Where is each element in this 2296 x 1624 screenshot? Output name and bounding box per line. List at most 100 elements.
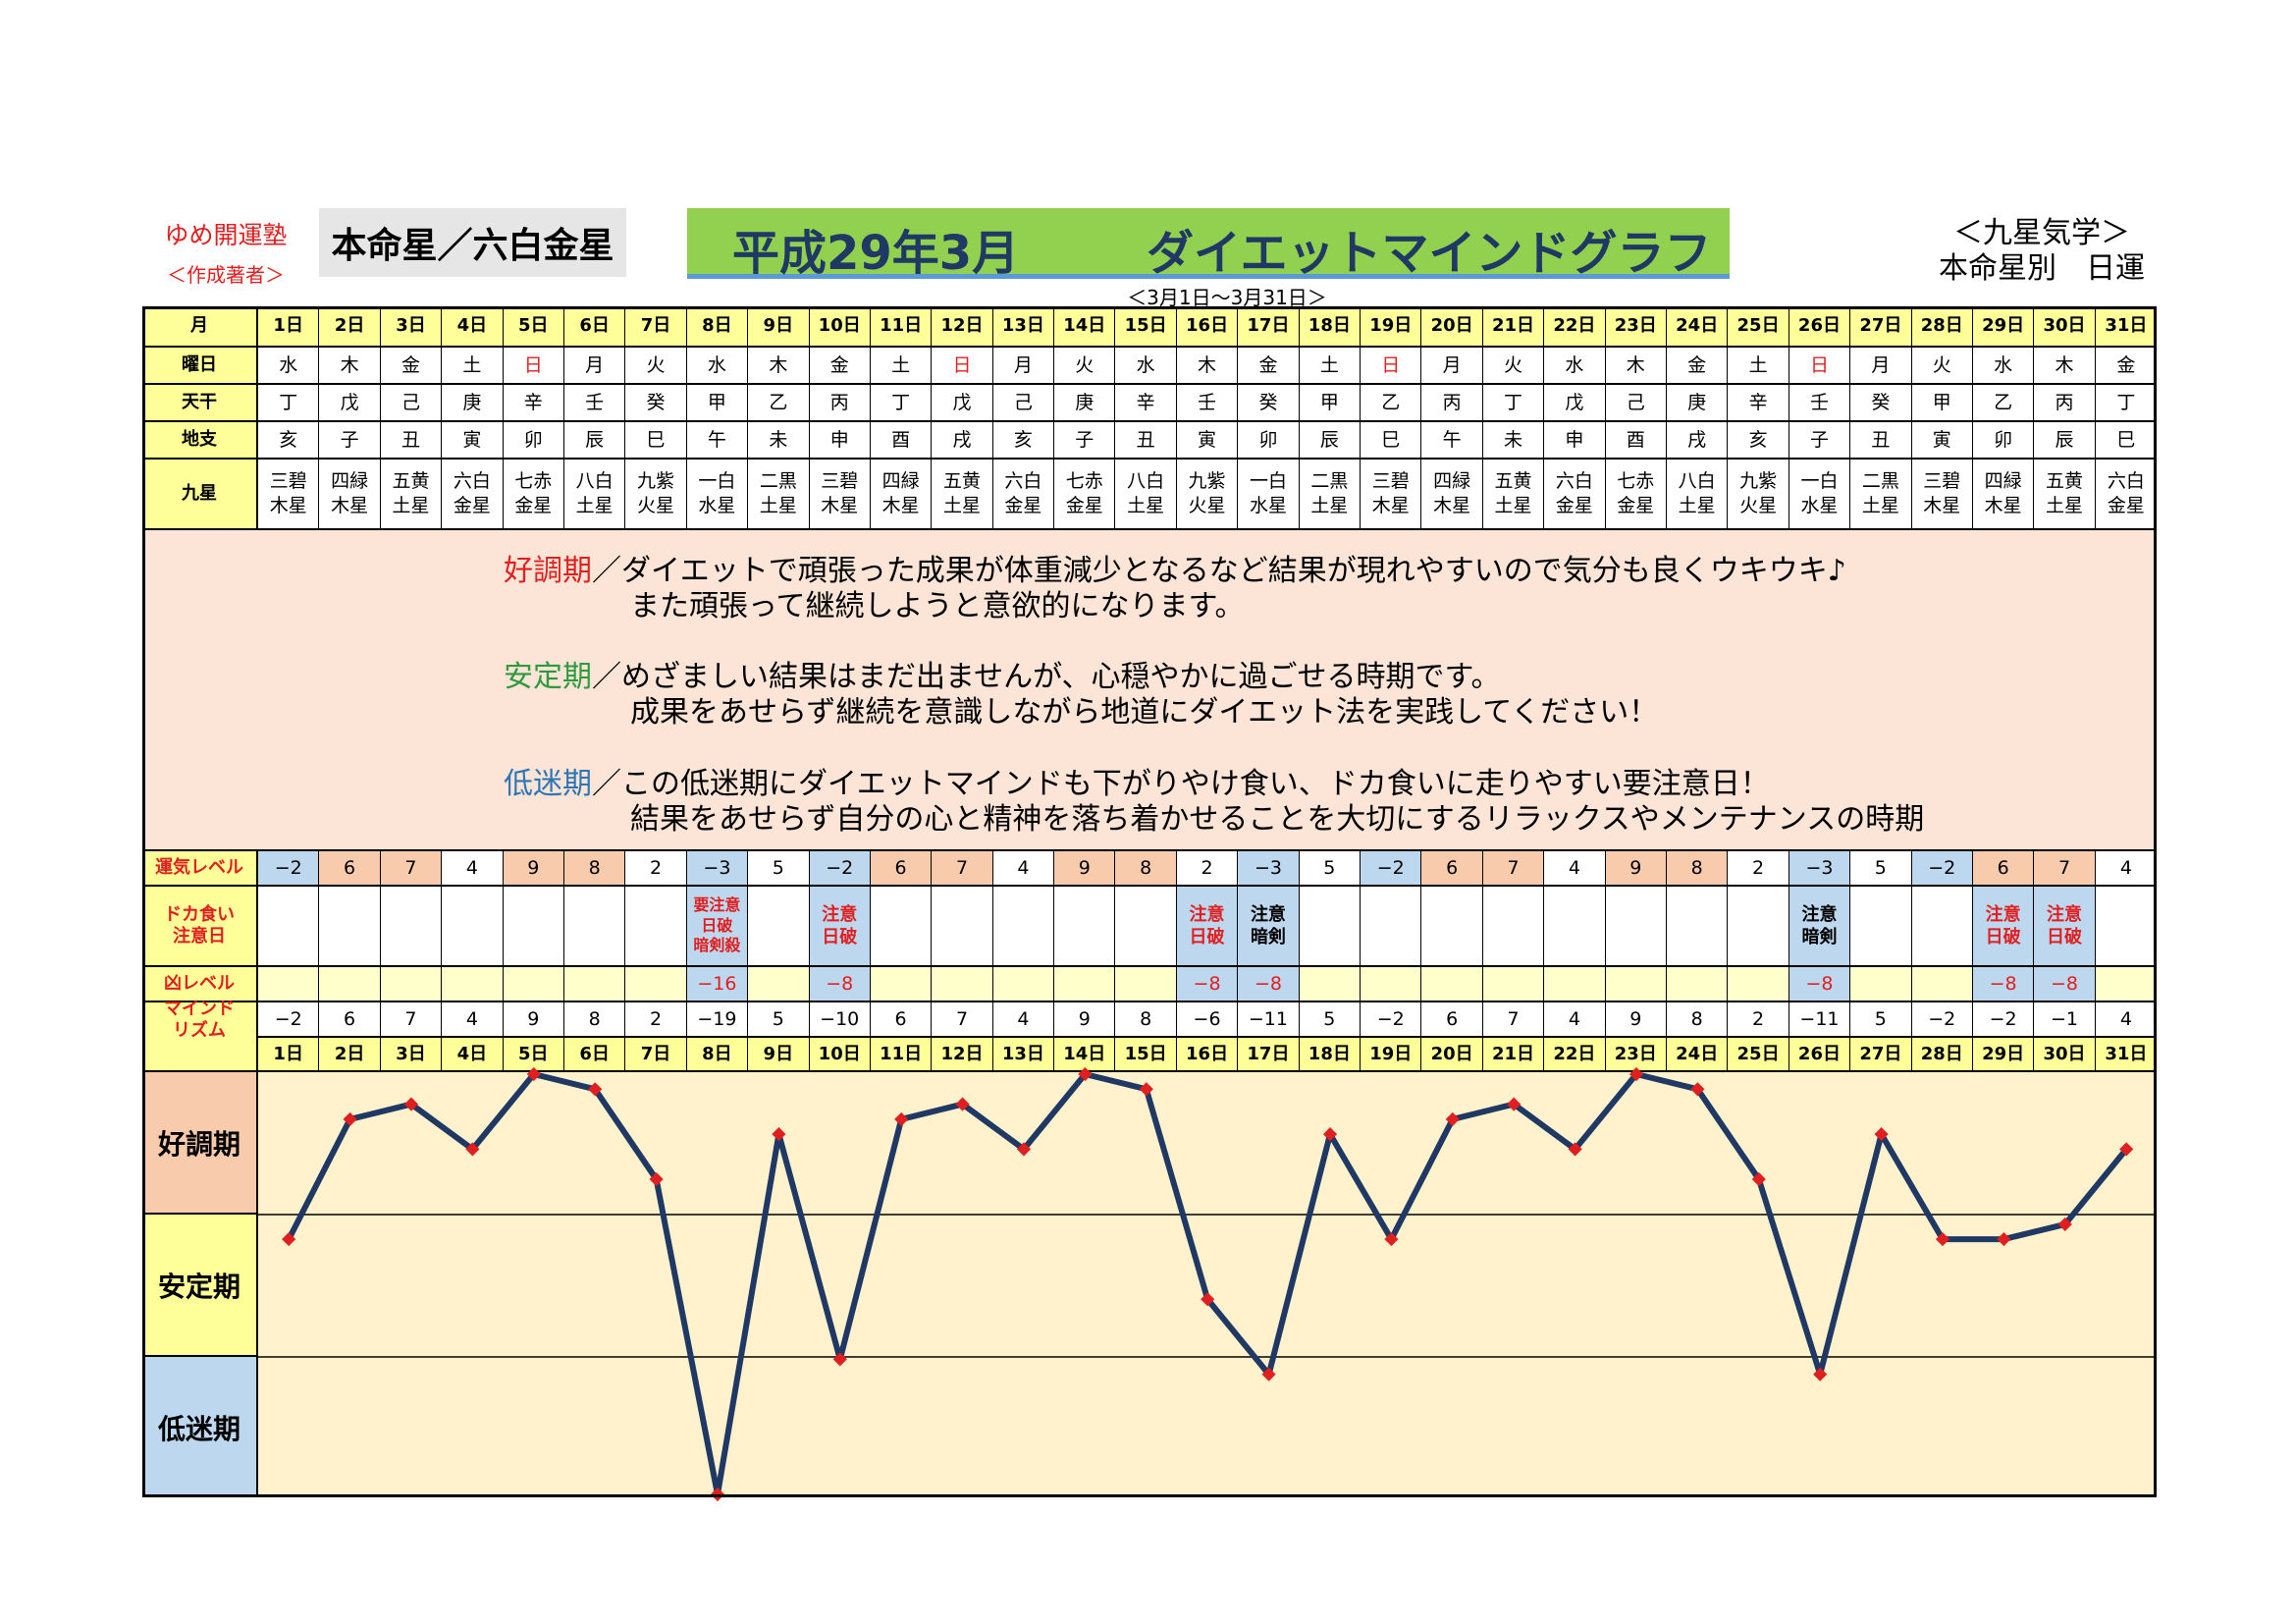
- mind-cell-16: −6: [1176, 1002, 1239, 1038]
- day-axis-cell-24: 24日: [1666, 1038, 1729, 1072]
- kyo-row: 凶レベル −16 −8 −8 −8 −8 −8 −8: [142, 967, 2158, 1002]
- unki-cell-1: −2: [258, 851, 320, 887]
- day-axis-cell-8: 8日: [686, 1038, 749, 1072]
- mind-cell-18: 5: [1299, 1002, 1362, 1038]
- kyo-cell-12: [932, 967, 993, 1002]
- kyusei-cell-3: 五黄 土星: [380, 460, 443, 530]
- weekday-cell-10: 金: [809, 348, 871, 385]
- chishi-cell-1: 亥: [258, 422, 320, 460]
- chishi-cell-31: 巳: [2095, 422, 2158, 460]
- kyusei-cell-30: 五黄 土星: [2034, 460, 2096, 530]
- dokagui-text-10-1: 日破: [822, 927, 858, 947]
- chishi-cell-12: 戌: [932, 422, 993, 460]
- kyusei-row: 九星 三碧 木星 四緑 木星 五黄 土星 六白 金星 七赤 金星 八白 土星 九紫 火星 一白 水星 二黒 土星三…: [142, 460, 2158, 530]
- unki-cell-14: 9: [1054, 851, 1116, 887]
- kyusei-cell-4: 六白 金星: [442, 460, 504, 530]
- kyusei-cell-16: 九紫 火星: [1176, 460, 1239, 530]
- month-cell-25: 25日: [1728, 306, 1789, 348]
- mind-cell-13: 4: [992, 1002, 1055, 1038]
- mind-cell-8: −19: [686, 1002, 749, 1038]
- chishi-cell-9: 未: [748, 422, 810, 460]
- weekday-cell-17: 金: [1238, 348, 1300, 385]
- kyusei-sub-label: 本命星別 日運: [1939, 251, 2145, 286]
- weekday-cell-20: 月: [1421, 348, 1483, 385]
- kyo-cell-15: [1115, 967, 1177, 1002]
- kyusei-bottom-24: 土星: [1678, 495, 1716, 516]
- month-cell-12: 12日: [932, 306, 993, 348]
- kyusei-cell-22: 六白 金星: [1544, 460, 1606, 530]
- mind-cell-1: −2: [258, 1002, 320, 1038]
- tenkan-cell-15: 辛: [1115, 385, 1177, 422]
- low-key: 低迷期: [504, 767, 592, 801]
- mind-cell-31: 4: [2095, 1002, 2158, 1038]
- data-point-16: [1201, 1292, 1215, 1307]
- kyusei-cell-21: 五黄 土星: [1482, 460, 1545, 530]
- unki-cell-16: 2: [1176, 851, 1239, 887]
- kyusei-bottom-14: 金星: [1065, 495, 1103, 516]
- kyusei-bottom-28: 木星: [1923, 495, 1961, 516]
- kyusei-cell-23: 七赤 金星: [1605, 460, 1667, 530]
- chishi-cell-26: 子: [1789, 422, 1851, 460]
- tenkan-cell-21: 丁: [1482, 385, 1545, 422]
- mind-label-1: マインド: [164, 998, 235, 1019]
- unki-cell-28: −2: [1911, 851, 1973, 887]
- data-point-22: [1568, 1142, 1582, 1157]
- dokagui-text-10-0: 注意: [822, 903, 858, 925]
- kyusei-bottom-1: 木星: [269, 495, 307, 516]
- data-point-2: [343, 1111, 357, 1126]
- weekday-cell-11: 土: [870, 348, 933, 385]
- dokagui-cell-6: [563, 887, 626, 967]
- good-key: 好調期: [504, 554, 592, 588]
- mind-cell-30: −1: [2034, 1002, 2096, 1038]
- tenkan-cell-25: 辛: [1728, 385, 1789, 422]
- chishi-cell-8: 午: [686, 422, 749, 460]
- chishi-cell-21: 未: [1482, 422, 1545, 460]
- kyo-cell-5: [503, 967, 564, 1002]
- kyusei-bottom-30: 土星: [2046, 495, 2084, 516]
- day-axis-cell-13: 13日: [992, 1038, 1055, 1072]
- mind-cell-28: −2: [1911, 1002, 1973, 1038]
- weekday-cell-9: 木: [748, 348, 810, 385]
- weekday-cell-19: 日: [1361, 348, 1422, 385]
- weekday-cell-27: 月: [1850, 348, 1912, 385]
- kyusei-cell-19: 三碧 木星: [1361, 460, 1422, 530]
- dokagui-label: ドカ食い 注意日: [142, 887, 258, 967]
- data-point-14: [1078, 1066, 1093, 1082]
- dokagui-cell-31: [2095, 887, 2158, 967]
- day-axis-cell-3: 3日: [380, 1038, 443, 1072]
- chishi-cell-13: 亥: [992, 422, 1055, 460]
- chishi-cell-24: 戌: [1666, 422, 1729, 460]
- mind-cell-7: 2: [625, 1002, 687, 1038]
- kyusei-bottom-12: 土星: [942, 495, 981, 516]
- weekday-cell-22: 水: [1544, 348, 1606, 385]
- data-point-7: [649, 1171, 664, 1187]
- dokagui-cell-24: [1666, 887, 1729, 967]
- data-point-3: [403, 1097, 419, 1111]
- tenkan-cell-8: 甲: [686, 385, 749, 422]
- month-cell-30: 30日: [2034, 306, 2096, 348]
- kyusei-bottom-27: 土星: [1861, 495, 1899, 516]
- stable-desc-line-1: 安定期／めざましい結果はまだ出ませんが、心穏やかに過ごせる時期です。: [504, 652, 1501, 695]
- kyusei-cell-2: 四緑 木星: [319, 460, 381, 530]
- tenkan-cell-6: 壬: [563, 385, 626, 422]
- kyo-cell-7: [625, 967, 687, 1002]
- dokagui-text-26-1: 暗剣: [1801, 927, 1838, 947]
- kyo-cell-14: [1054, 967, 1116, 1002]
- kyusei-top-19: 三碧: [1371, 470, 1410, 493]
- day-axis-cell-10: 10日: [809, 1038, 871, 1072]
- chishi-label: 地支: [142, 422, 258, 460]
- dokagui-cell-12: [932, 887, 993, 967]
- kyo-cell-16: −8: [1176, 967, 1239, 1002]
- kyusei-cell-6: 八白 土星: [563, 460, 626, 530]
- tenkan-cell-17: 癸: [1238, 385, 1300, 422]
- kyusei-bottom-29: 木星: [1984, 495, 2022, 516]
- kyusei-top-8: 一白: [698, 470, 736, 493]
- day-axis-row: 1日 2日 3日 4日 5日 6日 7日 8日 9日 10日 11日 12日 13日 14日 15日 16日 1…: [142, 1038, 2158, 1072]
- data-point-26: [1813, 1367, 1828, 1381]
- month-row: 月 1日 2日 3日 4日 5日 6日 7日 8日 9日 10日 11日 12日 13日 14日 15日 16…: [142, 306, 2158, 348]
- day-axis-cell-17: 17日: [1238, 1038, 1300, 1072]
- month-cell-4: 4日: [442, 306, 504, 348]
- weekday-cell-6: 月: [563, 348, 626, 385]
- tenkan-cell-24: 庚: [1666, 385, 1729, 422]
- day-axis-cell-14: 14日: [1054, 1038, 1116, 1072]
